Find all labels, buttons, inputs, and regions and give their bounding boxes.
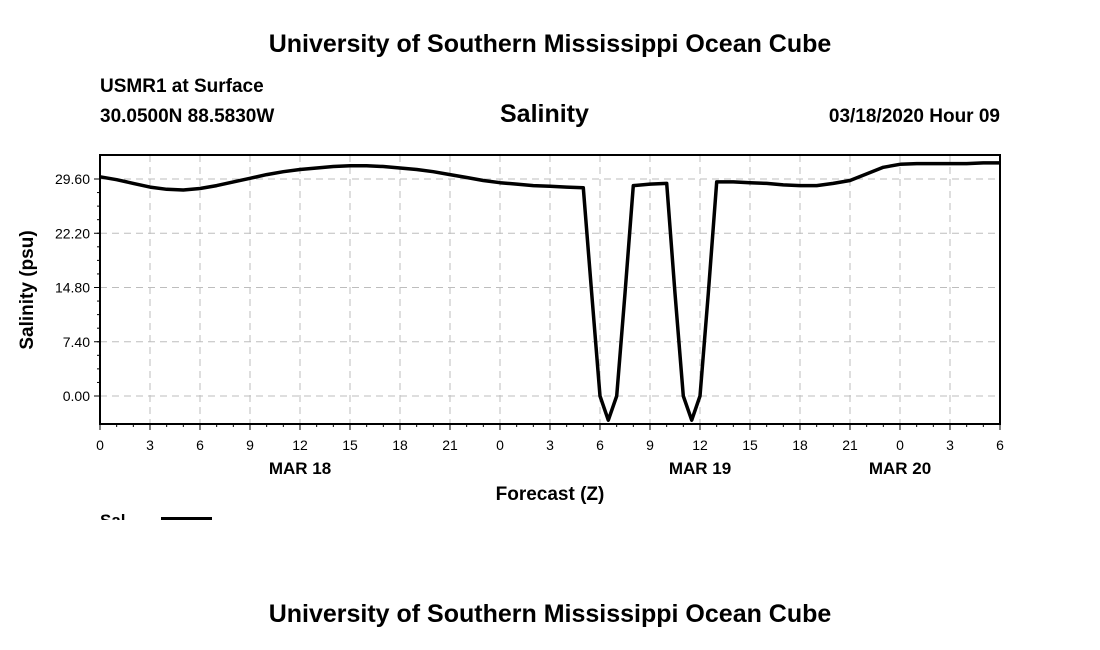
date-labels: MAR 18 MAR 19 MAR 20 (269, 459, 931, 478)
footer-title: University of Southern Mississippi Ocean… (268, 600, 832, 628)
x-tick-label: 6 (596, 437, 604, 453)
station-coords: 30.0500N 88.5830W (100, 106, 275, 127)
x-tick-label: 18 (392, 437, 408, 453)
x-tick-label: 6 (996, 437, 1004, 453)
x-tick-label: 9 (646, 437, 654, 453)
grid-lines (100, 155, 1000, 424)
y-axis: 0.00 7.40 14.80 22.20 29.60 (55, 171, 100, 404)
forecast-timestamp: 03/18/2020 Hour 09 (828, 106, 1000, 127)
x-tick-label: 0 (96, 437, 104, 453)
x-tick-label: 0 (896, 437, 904, 453)
legend: Sal (100, 511, 212, 520)
x-tick-label: 12 (692, 437, 708, 453)
x-axis-label: Forecast (Z) (496, 484, 605, 505)
x-tick-label: 12 (292, 437, 308, 453)
y-axis-label: Salinity (psu) (17, 230, 38, 349)
chart-title: Salinity (500, 100, 589, 128)
page-title: University of Southern Mississippi Ocean… (268, 30, 832, 58)
station-name: USMR1 at Surface (100, 76, 264, 97)
x-tick-label: 15 (742, 437, 758, 453)
x-tick-label: 21 (442, 437, 458, 453)
x-tick-label: 3 (546, 437, 554, 453)
salinity-chart: 0.00 7.40 14.80 22.20 29.60 0 3 6 9 12 15 18 21 0 3 6 9… (17, 154, 1004, 520)
series-layer (99, 161, 1000, 422)
date-label: MAR 19 (669, 459, 731, 478)
x-tick-label: 0 (496, 437, 504, 453)
y-tick-label: 0.00 (63, 388, 90, 404)
x-tick-label: 18 (792, 437, 808, 453)
date-label: MAR 20 (869, 459, 931, 478)
x-tick-label: 3 (946, 437, 954, 453)
y-tick-label: 29.60 (55, 171, 90, 187)
y-tick-label: 14.80 (55, 280, 90, 296)
x-tick-label: 9 (246, 437, 254, 453)
series-line-salinity (99, 161, 1000, 422)
y-tick-label: 7.40 (63, 334, 90, 350)
y-tick-label: 22.20 (55, 225, 90, 241)
x-tick-label: 15 (342, 437, 358, 453)
legend-label: Sal (100, 511, 126, 520)
x-axis: 0 3 6 9 12 15 18 21 0 3 6 9 12 15 18 21 0 3 6 (96, 424, 1004, 453)
x-tick-label: 3 (146, 437, 154, 453)
date-label: MAR 18 (269, 459, 331, 478)
x-tick-label: 21 (842, 437, 858, 453)
x-tick-label: 6 (196, 437, 204, 453)
